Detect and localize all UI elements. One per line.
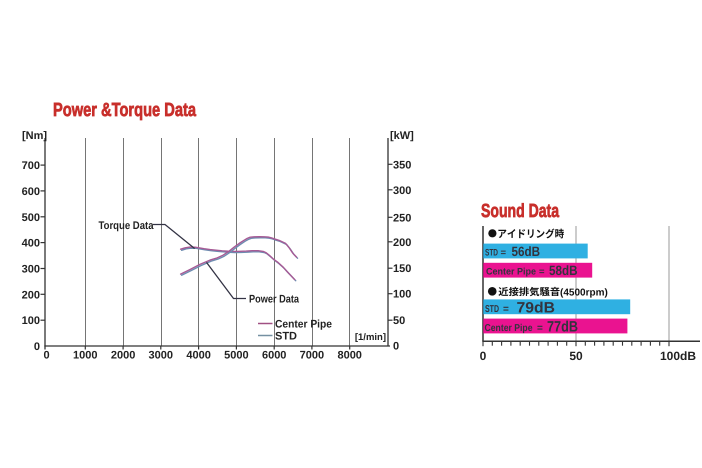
svg-text:300: 300 [393, 185, 411, 197]
svg-text:6000: 6000 [262, 350, 286, 362]
svg-text:200: 200 [22, 289, 40, 301]
svg-text:50: 50 [569, 349, 583, 363]
svg-text:56dB: 56dB [512, 244, 541, 259]
svg-text:350: 350 [393, 159, 411, 171]
svg-text:Center Pipe: Center Pipe [485, 323, 533, 334]
svg-text:Torque Data: Torque Data [99, 220, 155, 232]
svg-text:0: 0 [480, 349, 487, 363]
svg-text:8000: 8000 [337, 350, 361, 362]
svg-text:STD: STD [485, 248, 498, 259]
svg-text:77dB: 77dB [547, 319, 578, 336]
svg-text:100: 100 [393, 289, 411, 301]
svg-text:1000: 1000 [73, 350, 97, 362]
svg-text:STD: STD [485, 304, 499, 315]
svg-text:50: 50 [393, 315, 405, 327]
svg-text:300: 300 [22, 264, 40, 276]
svg-text:=: = [501, 248, 507, 259]
svg-text:=: = [503, 304, 509, 315]
svg-text:79dB: 79dB [517, 300, 556, 317]
svg-text:3000: 3000 [149, 350, 173, 362]
svg-text:0: 0 [43, 350, 49, 362]
svg-text:Power Data: Power Data [249, 294, 300, 306]
svg-text:2000: 2000 [111, 350, 135, 362]
svg-text:[1/min]: [1/min] [355, 332, 386, 343]
svg-text:[Nm]: [Nm] [22, 130, 47, 142]
svg-text:7000: 7000 [300, 350, 324, 362]
svg-text:500: 500 [22, 212, 40, 224]
svg-text:0: 0 [34, 341, 40, 353]
svg-text:400: 400 [22, 238, 40, 250]
svg-text:58dB: 58dB [549, 263, 578, 278]
svg-text:Center Pipe: Center Pipe [486, 267, 536, 278]
svg-text:[kW]: [kW] [390, 130, 414, 142]
svg-text:250: 250 [393, 212, 411, 224]
svg-text:Power &Torque Data: Power &Torque Data [53, 100, 196, 121]
svg-text:100dB: 100dB [660, 349, 696, 363]
svg-text:Sound Data: Sound Data [481, 201, 559, 222]
svg-text:150: 150 [393, 263, 411, 275]
svg-text:700: 700 [22, 160, 40, 172]
svg-text:200: 200 [393, 237, 411, 249]
svg-text:4000: 4000 [186, 350, 210, 362]
svg-text:0: 0 [393, 341, 399, 353]
svg-text:5000: 5000 [224, 350, 248, 362]
svg-text:600: 600 [22, 186, 40, 198]
svg-text:Center Pipe: Center Pipe [275, 319, 332, 331]
svg-text:100: 100 [22, 315, 40, 327]
svg-text:(4500rpm): (4500rpm) [560, 288, 608, 299]
svg-text:=: = [537, 323, 543, 334]
svg-text:STD: STD [275, 331, 297, 343]
svg-text:=: = [539, 267, 545, 278]
